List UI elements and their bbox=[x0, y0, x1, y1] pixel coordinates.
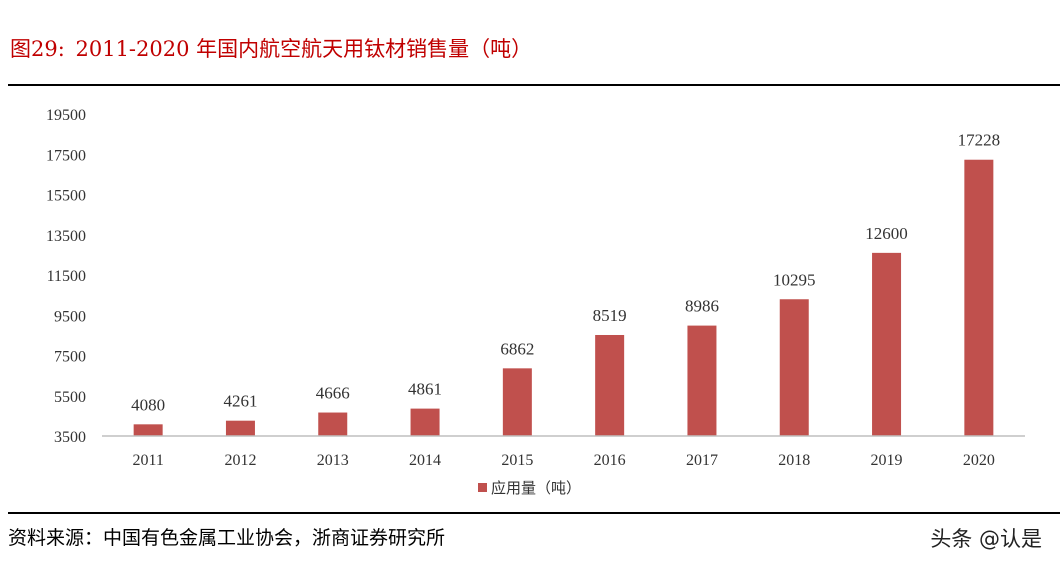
data-label: 6862 bbox=[500, 339, 534, 358]
data-label: 4861 bbox=[408, 380, 442, 399]
bar bbox=[133, 424, 163, 436]
data-label: 4261 bbox=[223, 392, 257, 411]
watermark: 头条 @认是 bbox=[930, 527, 1042, 551]
figure-title: 图29: 2011-2020 年国内航空航天用钛材销售量（吨） bbox=[10, 33, 532, 63]
y-tick-label: 7500 bbox=[54, 349, 86, 366]
y-tick-label: 11500 bbox=[47, 268, 86, 285]
x-tick-label: 2013 bbox=[317, 452, 349, 469]
data-label: 17228 bbox=[958, 131, 1001, 150]
bar bbox=[502, 368, 532, 436]
y-tick-label: 13500 bbox=[46, 228, 86, 245]
y-tick-label: 9500 bbox=[54, 308, 86, 325]
bar bbox=[872, 252, 902, 436]
x-tick-label: 2012 bbox=[224, 452, 256, 469]
bar-chart: 3500 5500 7500 9500 11500 13500 15500 17500 1950… bbox=[46, 107, 1025, 469]
data-label: 8986 bbox=[685, 297, 719, 316]
bottom-rule bbox=[8, 512, 1060, 514]
source-note: 资料来源：中国有色金属工业协会，浙商证券研究所 bbox=[8, 527, 446, 549]
bar-series: 4080 4261 4666 4861 6862 8519 8986 10295 12600 17… bbox=[131, 131, 1000, 436]
x-tick-label: 2015 bbox=[501, 452, 533, 469]
legend: 应用量（吨） bbox=[478, 477, 581, 498]
bar bbox=[410, 408, 440, 436]
y-tick-label: 5500 bbox=[54, 389, 86, 406]
y-tick-label: 15500 bbox=[46, 188, 86, 205]
y-axis: 3500 5500 7500 9500 11500 13500 15500 17500 1950… bbox=[46, 107, 86, 446]
figure-title-text: 2011-2020 年国内航空航天用钛材销售量（吨） bbox=[75, 37, 533, 61]
x-tick-label: 2020 bbox=[963, 452, 995, 469]
x-tick-label: 2019 bbox=[871, 452, 903, 469]
y-tick-label: 19500 bbox=[46, 107, 86, 124]
y-tick-label: 3500 bbox=[54, 429, 86, 446]
y-tick-label: 17500 bbox=[46, 147, 86, 164]
bar bbox=[225, 420, 255, 436]
x-tick-label: 2011 bbox=[132, 452, 163, 469]
bar bbox=[318, 412, 348, 436]
x-tick-label: 2014 bbox=[409, 452, 441, 469]
x-tick-label: 2016 bbox=[594, 452, 626, 469]
data-label: 8519 bbox=[593, 306, 627, 325]
x-tick-label: 2018 bbox=[778, 452, 810, 469]
bar bbox=[595, 334, 625, 436]
data-label: 10295 bbox=[773, 270, 816, 289]
bar bbox=[687, 325, 717, 436]
legend-swatch bbox=[478, 483, 487, 492]
x-axis: 2011 2012 2013 2014 2015 2016 2017 2018 2019 2020 bbox=[102, 435, 1025, 469]
data-label: 4666 bbox=[316, 384, 350, 403]
figure-number: 图29: bbox=[10, 37, 65, 61]
top-rule bbox=[8, 84, 1060, 86]
bar bbox=[779, 299, 809, 436]
legend-label: 应用量（吨） bbox=[491, 479, 582, 497]
data-label: 4080 bbox=[131, 395, 165, 414]
data-label: 12600 bbox=[865, 224, 908, 243]
x-tick-label: 2017 bbox=[686, 452, 718, 469]
bar bbox=[964, 159, 994, 436]
